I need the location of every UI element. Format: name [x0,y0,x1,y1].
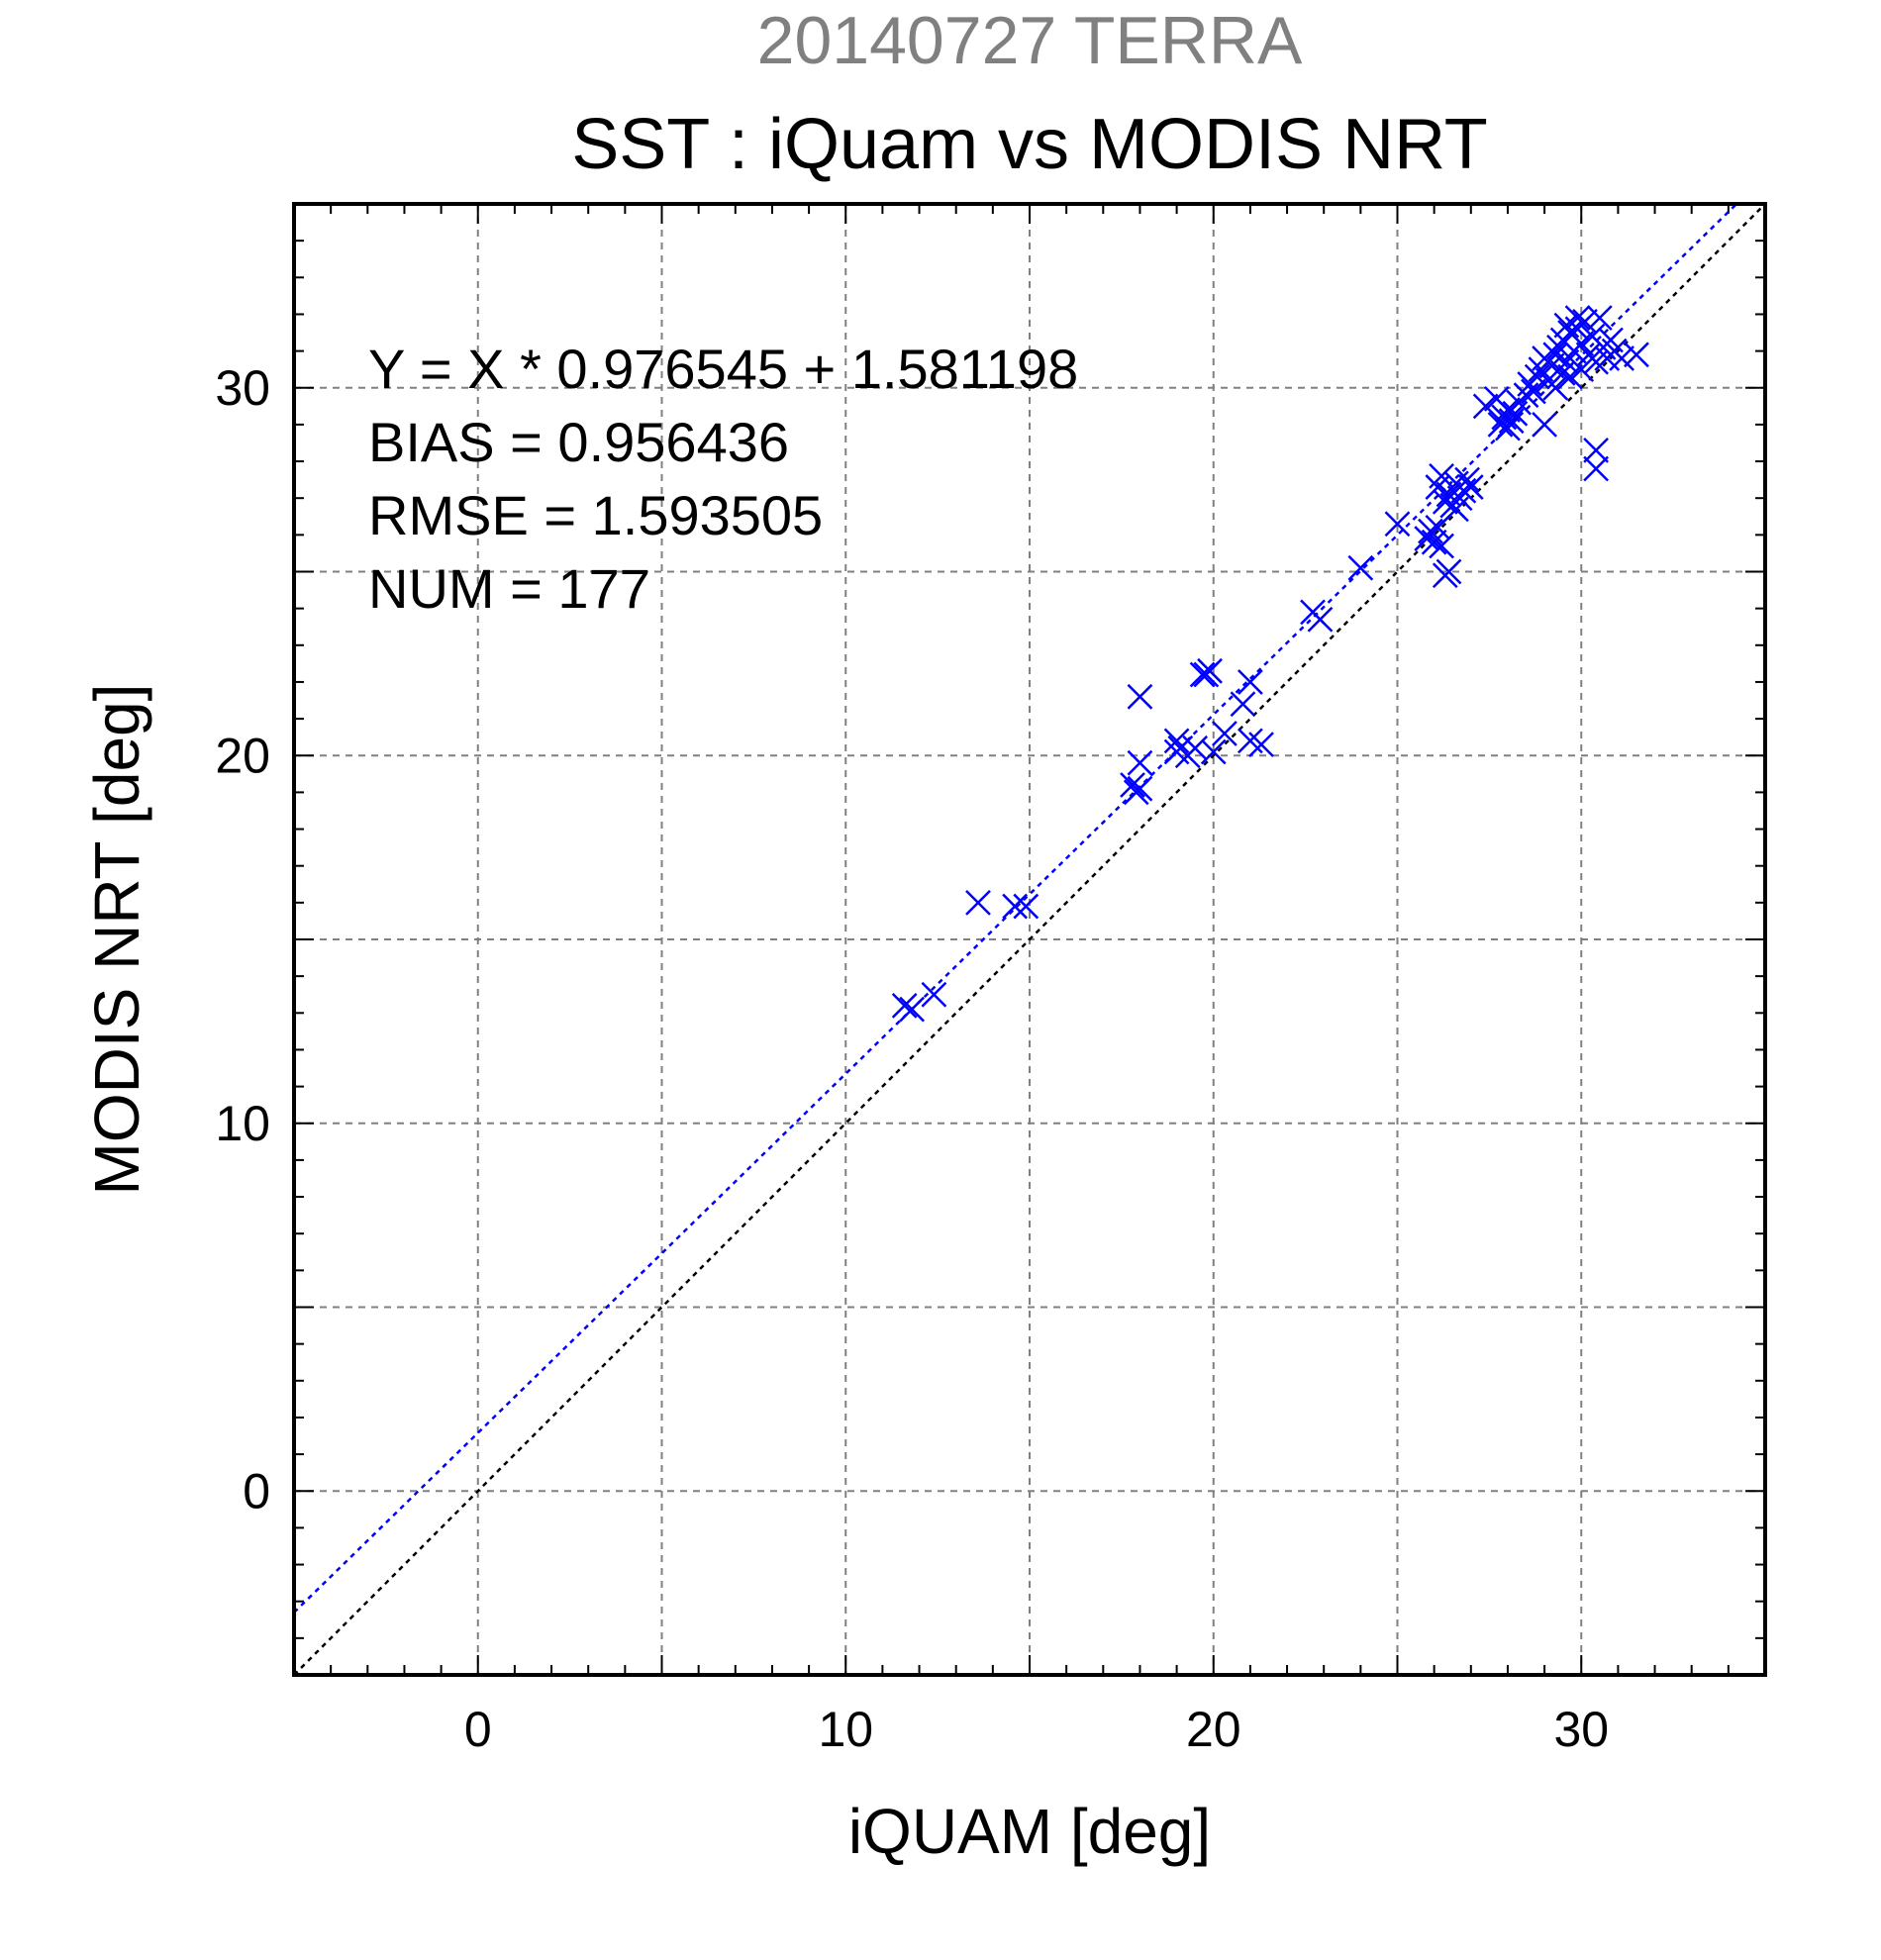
y-tick-label: 10 [215,1096,270,1151]
data-point [1429,463,1454,489]
data-point [1583,455,1609,482]
chart-title: SST : iQuam vs MODIS NRT [571,105,1488,184]
data-point [1212,721,1238,746]
data-point [1532,412,1557,438]
data-point [1127,749,1153,776]
y-tick-label: 30 [215,360,270,416]
data-point [1454,466,1480,493]
data-point [1127,683,1153,710]
data-point [1248,732,1274,757]
stat-num: NUM = 177 [368,557,650,620]
data-point [1568,331,1595,357]
data-point [1564,305,1591,332]
data-point [1521,378,1546,405]
x-axis-label: iQUAM [deg] [848,1796,1211,1867]
data-point [1238,669,1263,695]
data-point [1609,345,1634,371]
data-point [1568,356,1595,383]
x-tick-label: 0 [464,1702,492,1757]
data-point [1013,893,1040,920]
y-tick-label: 20 [215,728,270,783]
x-tick-label: 20 [1186,1702,1241,1757]
data-point [899,996,926,1023]
data-point [965,889,991,916]
data-point [1307,606,1334,633]
data-point [1498,408,1525,435]
stats-box: Y = X * 0.976545 + 1.581198 BIAS = 0.956… [368,338,1078,620]
y-tick-label: 0 [243,1463,270,1519]
stat-bias: BIAS = 0.956436 [368,411,789,473]
data-point [1189,661,1216,688]
data-point [1443,496,1469,523]
x-tick-label: 30 [1553,1702,1609,1757]
data-point [1586,305,1613,332]
data-point [1384,511,1411,538]
stat-rmse: RMSE = 1.593505 [368,484,823,546]
data-point [1432,489,1458,515]
data-point [1624,342,1649,368]
data-point [921,981,947,1008]
y-tick-labels: 0 10 20 30 [215,360,270,1519]
data-point [1120,772,1145,798]
reference-lines [294,204,1765,1675]
data-point [1542,374,1569,401]
data-point [1495,415,1521,441]
identity-line [294,204,1765,1675]
data-point [1557,363,1583,390]
data-point [1002,893,1029,920]
data-point [1429,533,1454,559]
data-point [891,992,918,1019]
data-point [1200,738,1227,765]
data-point [1421,529,1447,555]
data-point [1347,554,1374,581]
data-point [1197,657,1223,684]
data-point [1457,474,1484,500]
data-point [1553,348,1580,375]
x-tick-labels: 0 10 20 30 [464,1702,1609,1757]
data-point [1163,728,1190,754]
stat-regression: Y = X * 0.976545 + 1.581198 [368,338,1078,400]
plot-frame [292,202,1767,1677]
y-axis-label: MODIS NRT [deg] [81,684,152,1196]
data-points [891,305,1649,1023]
data-point [1436,558,1462,585]
data-point [1127,775,1153,802]
fit-line [294,204,1738,1614]
data-point [1472,393,1499,420]
chart-supertitle: 20140727 TERRA [757,3,1303,78]
data-point [1553,312,1580,339]
data-point [1230,691,1256,718]
data-point [1583,438,1609,463]
x-tick-label: 10 [818,1702,873,1757]
